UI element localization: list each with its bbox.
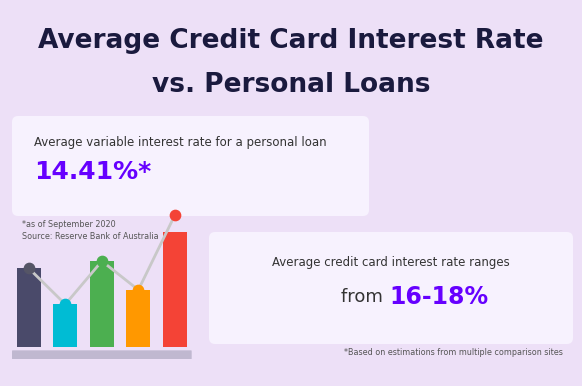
Text: from: from — [342, 288, 389, 306]
Text: Average Credit Card Interest Rate: Average Credit Card Interest Rate — [38, 28, 544, 54]
Text: Average variable interest rate for a personal loan: Average variable interest rate for a per… — [34, 136, 327, 149]
Text: *as of September 2020: *as of September 2020 — [22, 220, 116, 229]
Text: *Based on estimations from multiple comparison sites: *Based on estimations from multiple comp… — [344, 348, 563, 357]
FancyBboxPatch shape — [12, 350, 191, 360]
Bar — [126, 290, 150, 347]
Bar — [17, 268, 41, 347]
FancyBboxPatch shape — [12, 116, 369, 216]
Text: 14.41%*: 14.41%* — [34, 160, 151, 184]
Point — [24, 265, 34, 271]
FancyBboxPatch shape — [209, 232, 573, 344]
Text: 16-18%: 16-18% — [389, 285, 488, 309]
Point — [61, 301, 70, 307]
Point — [170, 212, 179, 218]
Point — [134, 287, 143, 293]
Bar — [163, 232, 187, 347]
Text: vs. Personal Loans: vs. Personal Loans — [152, 72, 430, 98]
Point — [97, 258, 107, 264]
Text: Average credit card interest rate ranges: Average credit card interest rate ranges — [272, 256, 510, 269]
Bar — [90, 261, 113, 347]
Text: Source: Reserve Bank of Australia: Source: Reserve Bank of Australia — [22, 232, 159, 241]
Bar — [54, 304, 77, 347]
